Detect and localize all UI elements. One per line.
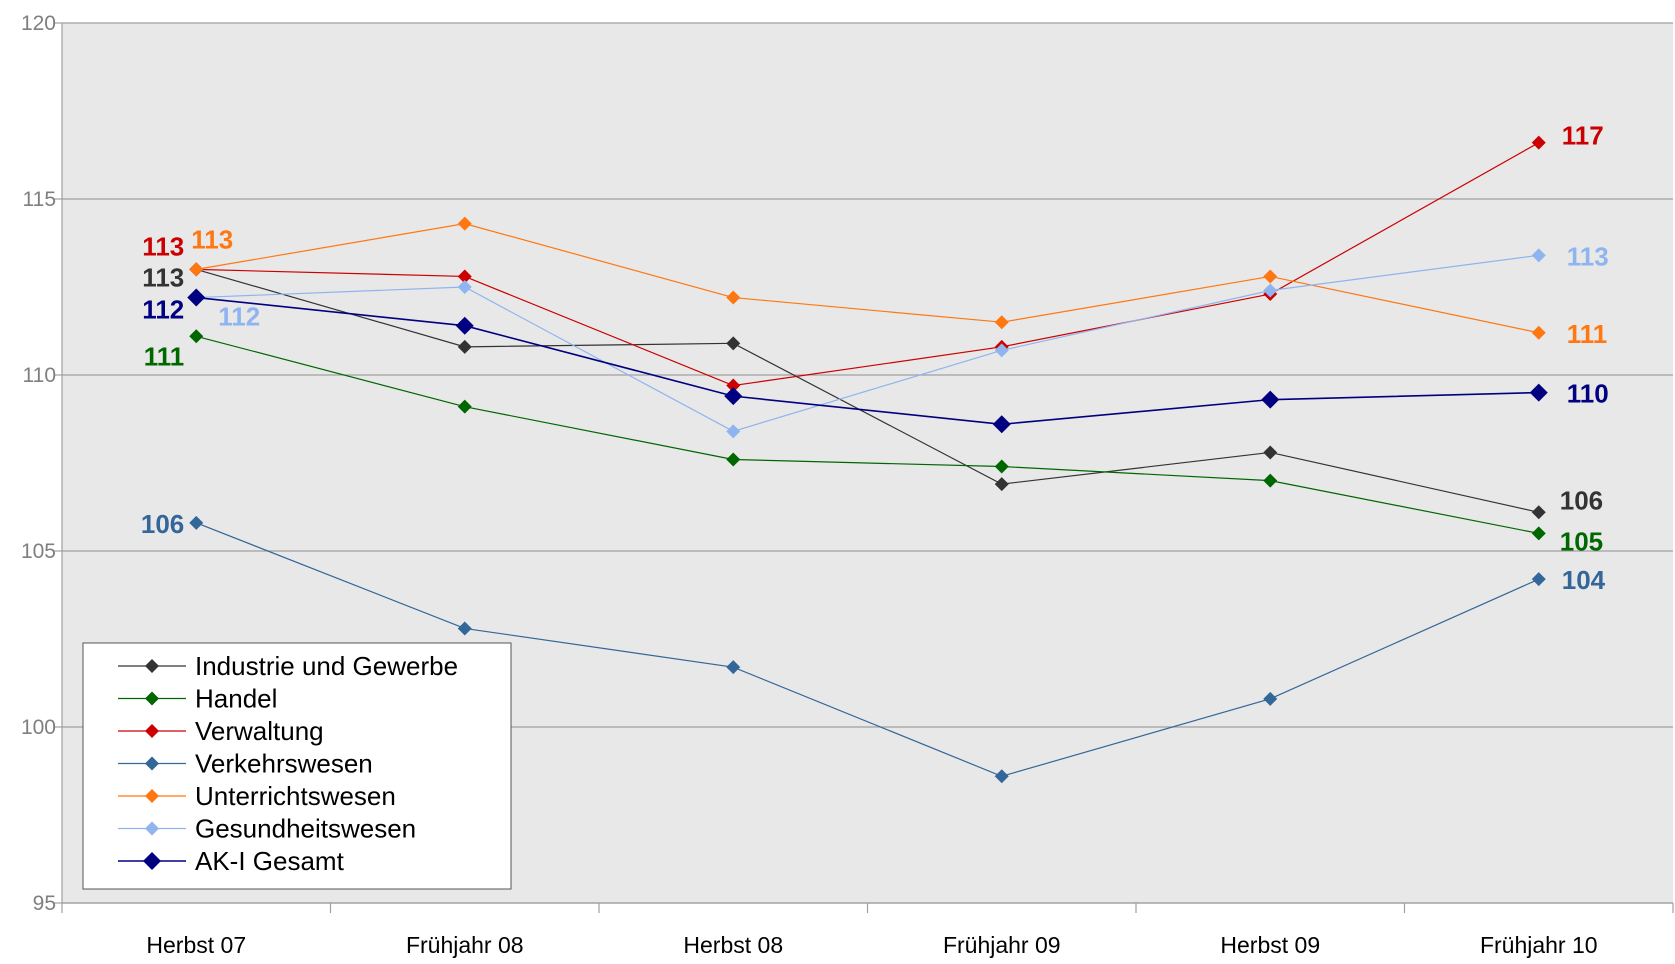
x-tick-label: Frühjahr 08 xyxy=(406,932,524,958)
data-point xyxy=(1263,473,1278,488)
data-point xyxy=(726,290,741,305)
data-point xyxy=(1531,248,1546,263)
legend-label: Verwaltung xyxy=(195,716,324,746)
legend-marker xyxy=(145,724,159,738)
series-line xyxy=(196,254,1539,432)
y-tick-label: 105 xyxy=(21,540,56,563)
data-point xyxy=(724,387,743,406)
legend-label: Handel xyxy=(195,684,277,714)
legend-marker xyxy=(143,852,161,870)
y-tick-label: 100 xyxy=(21,716,56,739)
y-tick-label: 120 xyxy=(21,12,56,35)
legend-marker xyxy=(145,691,159,706)
legend-marker xyxy=(145,821,159,836)
data-point xyxy=(187,288,206,307)
x-tick-label: Herbst 09 xyxy=(1220,932,1320,958)
data-point xyxy=(726,660,741,675)
data-point xyxy=(457,399,472,414)
data-label: 105 xyxy=(1560,526,1603,556)
series-line xyxy=(196,296,1539,426)
data-label: 104 xyxy=(1562,565,1606,595)
data-point xyxy=(726,378,741,393)
series-line xyxy=(196,268,1539,513)
legend-label: Unterrichtswesen xyxy=(195,781,396,811)
data-point xyxy=(994,343,1009,358)
data-label: 112 xyxy=(142,295,184,325)
data-label: 117 xyxy=(1562,121,1604,151)
data-point xyxy=(726,452,741,467)
series-line xyxy=(196,522,1539,777)
data-point xyxy=(1531,572,1546,587)
data-point xyxy=(1531,135,1546,150)
data-point xyxy=(1263,445,1278,460)
data-point xyxy=(726,424,741,439)
legend-label: Industrie und Gewerbe xyxy=(195,651,458,681)
data-label: 106 xyxy=(141,509,184,539)
data-point xyxy=(992,415,1011,434)
series-line xyxy=(196,142,1540,387)
legend-label: Verkehrswesen xyxy=(195,749,373,779)
y-tick-label: 95 xyxy=(33,892,56,915)
data-label: 113 xyxy=(142,231,184,261)
data-label: 106 xyxy=(1560,485,1603,515)
data-label: 111 xyxy=(144,341,185,371)
data-label: 113 xyxy=(191,224,233,254)
data-label: 110 xyxy=(1567,379,1609,409)
x-tick-label: Frühjahr 10 xyxy=(1480,932,1598,958)
legend-marker xyxy=(145,789,159,803)
data-point xyxy=(457,621,472,636)
data-point xyxy=(1531,505,1546,520)
x-tick-label: Herbst 08 xyxy=(683,932,783,958)
data-point xyxy=(994,315,1009,330)
data-point xyxy=(189,262,204,277)
data-point xyxy=(994,459,1009,474)
data-point xyxy=(994,769,1009,784)
data-point xyxy=(457,280,472,294)
legend-marker xyxy=(145,756,159,771)
data-point xyxy=(1261,390,1280,409)
data-label: 112 xyxy=(218,302,260,332)
series-line xyxy=(196,335,1539,534)
legend-label: AK-I Gesamt xyxy=(195,846,345,876)
data-point xyxy=(1263,691,1278,706)
data-point xyxy=(457,269,472,284)
x-tick-label: Herbst 07 xyxy=(146,932,246,958)
data-point xyxy=(1263,283,1278,298)
x-tick-label: Frühjahr 09 xyxy=(943,932,1061,958)
data-point xyxy=(455,316,474,335)
data-label: 111 xyxy=(1567,319,1608,349)
data-point xyxy=(189,329,204,344)
data-point xyxy=(189,515,204,530)
y-tick-label: 115 xyxy=(23,188,56,211)
data-point xyxy=(726,336,741,351)
data-point xyxy=(1263,269,1278,284)
series-line xyxy=(196,223,1539,334)
legend-label: Gesundheitswesen xyxy=(195,814,416,844)
data-point xyxy=(1529,383,1548,402)
data-point xyxy=(994,477,1009,492)
data-point xyxy=(457,216,472,231)
data-point xyxy=(1531,325,1546,340)
data-point xyxy=(457,339,472,354)
data-label: 113 xyxy=(1567,241,1609,271)
data-point xyxy=(1531,526,1546,541)
y-tick-label: 110 xyxy=(23,364,56,387)
legend-marker xyxy=(145,659,159,673)
data-label: 113 xyxy=(142,262,184,292)
